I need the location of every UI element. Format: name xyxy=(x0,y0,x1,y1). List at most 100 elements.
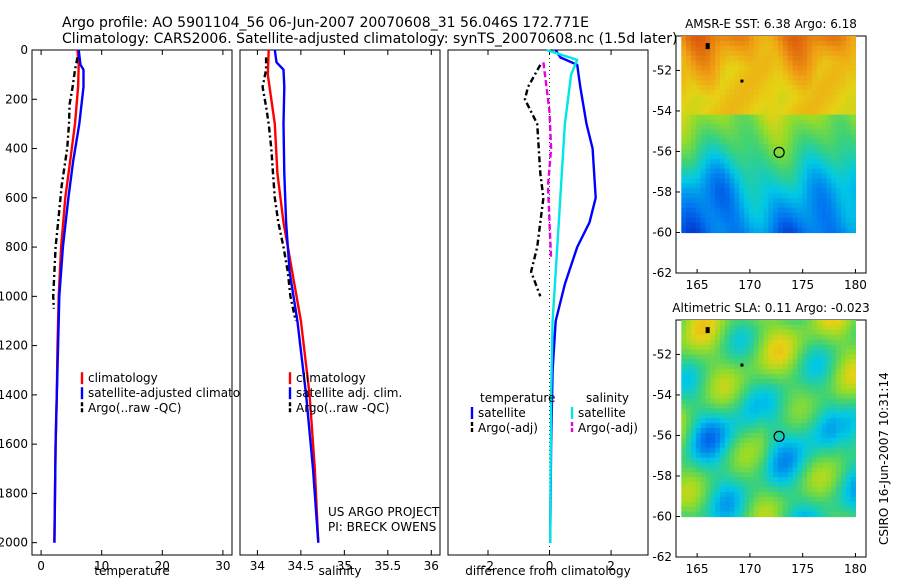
sla-map-cell xyxy=(826,349,832,355)
sst-map-cell xyxy=(763,173,769,179)
sst-map-cell xyxy=(787,104,794,111)
sla-map-cell xyxy=(700,496,706,503)
sla-map-cell xyxy=(705,388,711,395)
sla-map-cell xyxy=(710,344,716,351)
sla-map-cell xyxy=(710,398,716,405)
sst-map-cell xyxy=(787,217,794,224)
sst-map-cell xyxy=(826,173,832,179)
sla-map-cell xyxy=(681,437,687,444)
sst-map-cell xyxy=(691,207,697,214)
sla-map-cell xyxy=(749,482,755,488)
sla-map-cell xyxy=(729,369,736,375)
sst-map-cell xyxy=(802,188,808,194)
sst-map-cell xyxy=(773,144,779,150)
sst-map-cell xyxy=(686,99,692,106)
sla-map-cell xyxy=(782,501,789,508)
sla-map-cell xyxy=(753,378,760,385)
sla-map-cell xyxy=(763,428,769,434)
sla-map-cell xyxy=(821,369,827,375)
sla-map-cell xyxy=(836,388,842,395)
title-line-1: Argo profile: AO 5901104_56 06-Jun-2007 … xyxy=(62,15,589,31)
difference-xtick-label: -2 xyxy=(482,559,494,573)
sla-map-cell xyxy=(826,364,832,370)
sst-map-cell xyxy=(836,144,842,150)
sst-map-cell xyxy=(850,129,856,135)
sla-map-cell xyxy=(840,408,847,414)
sla-map-cell xyxy=(758,354,765,360)
sla-map-cell xyxy=(724,388,731,395)
sst-map-cell xyxy=(715,153,721,160)
sla-map-cell xyxy=(840,388,847,395)
sla-map-cell xyxy=(724,457,731,463)
sla-map-cell xyxy=(734,413,740,419)
sla-map-cell xyxy=(850,344,856,351)
sla-map-cell xyxy=(821,378,827,385)
sst-map-cell xyxy=(773,158,779,165)
sst-map-cell xyxy=(681,168,687,175)
sst-map-cell xyxy=(773,119,779,125)
sst-map-cell xyxy=(821,124,827,130)
sla-map-cell xyxy=(700,418,706,424)
sst-map-cell xyxy=(850,227,856,234)
sla-map-cell xyxy=(749,452,755,459)
sst-map-cell xyxy=(681,70,687,76)
sst-map-cell xyxy=(816,183,823,189)
sla-map-cell xyxy=(768,437,774,444)
sst-map-cell xyxy=(729,178,736,184)
sst-map-cell xyxy=(763,90,769,96)
sst-map-cell xyxy=(831,65,837,71)
sst-map-cell xyxy=(715,183,721,189)
sla-map-cell xyxy=(778,452,784,459)
sst-map-cell xyxy=(811,183,818,189)
sst-map-cell xyxy=(758,40,765,47)
sst-map-cell xyxy=(734,104,740,111)
sla-map-cell xyxy=(807,428,813,434)
sst-map-cell xyxy=(831,178,837,184)
temperature-ytick-label: 800 xyxy=(5,240,28,254)
sla-map-cell xyxy=(840,501,847,508)
sst-map-cell xyxy=(705,153,711,160)
sst-map-cell xyxy=(840,198,847,204)
sla-map-cell xyxy=(811,501,818,508)
sst-map-cell xyxy=(700,80,706,86)
sla-map-cell xyxy=(715,467,721,473)
sst-map-cell xyxy=(753,94,760,101)
sst-map-cell xyxy=(724,168,731,175)
sla-map-cell xyxy=(720,437,726,444)
sst-map-cell xyxy=(811,99,818,106)
sla-map-cell xyxy=(739,418,745,424)
sla-map-cell xyxy=(691,408,697,414)
sla-map-cell xyxy=(710,334,716,341)
sla-map-cell xyxy=(782,334,789,341)
sla-map-cell xyxy=(768,320,774,326)
sla-map-cell xyxy=(710,423,716,429)
sst-map-cell xyxy=(705,129,711,135)
sla-map-cell xyxy=(840,339,847,346)
sst-map-cell xyxy=(695,198,702,204)
sst-map-cell xyxy=(753,188,760,194)
sla-map-cell xyxy=(763,442,769,449)
sla-map-cell xyxy=(836,447,842,454)
sst-map-cell xyxy=(710,134,716,140)
sst-map-cell xyxy=(705,217,711,224)
sst-map-cell xyxy=(681,163,687,170)
sla-map-cell xyxy=(763,364,769,370)
sst-map-cell xyxy=(773,55,779,62)
sla-map-cell xyxy=(821,339,827,346)
sla-map-cell xyxy=(845,398,852,405)
sla-map-cell xyxy=(758,452,765,459)
sla-map-cell xyxy=(836,324,842,331)
sla-map-cell xyxy=(753,393,760,400)
sla-map-cell xyxy=(734,354,740,360)
sst-map-cell xyxy=(753,85,760,91)
sst-map-cell xyxy=(695,114,702,121)
sst-map-cell xyxy=(840,70,847,76)
sst-map-cell xyxy=(739,178,745,184)
sst-map-cell xyxy=(744,129,750,135)
sla-map-cell xyxy=(710,487,716,493)
sst-map-cell xyxy=(695,94,702,101)
sla-map-cell xyxy=(845,349,852,355)
sla-map-cell xyxy=(850,408,856,414)
sst-map-cell xyxy=(744,60,750,67)
sla-map-cell xyxy=(749,408,755,414)
